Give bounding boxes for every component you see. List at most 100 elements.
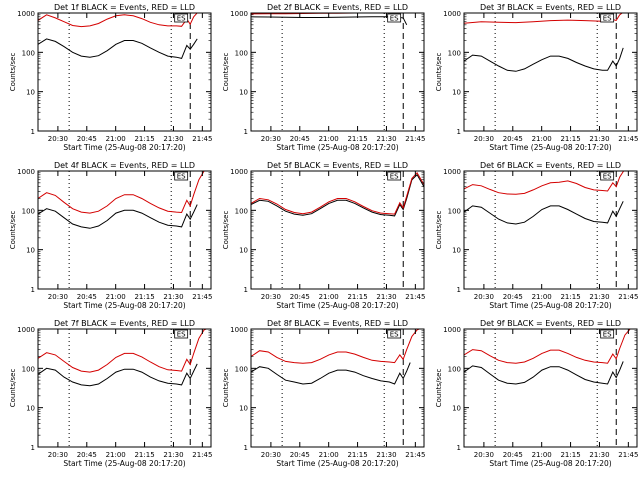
y-axis-label: Counts/sec — [435, 53, 443, 92]
series-line-events — [38, 204, 198, 229]
legend-badge-box — [174, 13, 189, 23]
y-axis-label: Counts/sec — [435, 369, 443, 408]
y-tick-label: 1 — [457, 444, 461, 452]
x-tick-label: 20:45 — [290, 293, 310, 301]
x-tick-label: 21:00 — [106, 451, 126, 459]
chart-title: Det 8f BLACK = Events, RED = LLD — [267, 319, 408, 328]
y-tick-label: 100 — [22, 49, 35, 57]
x-tick-label: 21:15 — [347, 293, 367, 301]
x-axis-label: Start Time (25-Aug-08 20:17:20) — [489, 301, 611, 310]
y-axis-label: Counts/sec — [9, 211, 17, 250]
legend-badge-box — [387, 329, 402, 339]
x-axis-label: Start Time (25-Aug-08 20:17:20) — [63, 301, 185, 310]
series-line-lld — [38, 329, 208, 373]
y-tick-label: 1 — [244, 128, 248, 136]
x-axis-label: Start Time (25-Aug-08 20:17:20) — [489, 459, 611, 468]
y-tick-label: 1 — [31, 128, 35, 136]
x-tick-label: 20:45 — [290, 135, 310, 143]
series-line-lld — [251, 13, 400, 15]
x-tick-label: 20:45 — [77, 451, 97, 459]
x-tick-label: 21:45 — [192, 451, 212, 459]
plot-frame — [37, 328, 212, 448]
chart-panel-3: Det 3f BLACK = Events, RED = LLD 1 10 100 10… — [435, 3, 638, 152]
x-tick-label: 20:30 — [48, 293, 68, 301]
x-tick-label: 20:45 — [77, 135, 97, 143]
legend-badge-box — [600, 329, 615, 339]
x-tick-label: 21:15 — [134, 293, 154, 301]
y-tick-label: 1000 — [443, 168, 461, 176]
y-tick-label: 1 — [244, 444, 248, 452]
chart-title: Det 3f BLACK = Events, RED = LLD — [480, 3, 621, 12]
y-tick-label: 10 — [26, 405, 35, 413]
x-tick-label: 21:45 — [618, 135, 638, 143]
legend-badge: ES — [177, 331, 186, 339]
x-tick-label: 21:00 — [319, 451, 339, 459]
x-tick-label: 21:30 — [589, 451, 609, 459]
x-tick-label: 20:45 — [503, 451, 523, 459]
legend-badge-box — [387, 13, 402, 23]
y-tick-label: 100 — [22, 207, 35, 215]
chart-panel-9: Det 9f BLACK = Events, RED = LLD 1 10 100 10… — [435, 319, 638, 468]
x-tick-label: 21:30 — [376, 451, 396, 459]
y-tick-label: 1 — [244, 286, 248, 294]
x-tick-label: 21:30 — [589, 135, 609, 143]
legend-badge: ES — [390, 173, 399, 181]
y-tick-label: 100 — [22, 365, 35, 373]
y-axis-label: Counts/sec — [9, 369, 17, 408]
chart-panel-2: Det 2f BLACK = Events, RED = LLD 1 10 100 10… — [222, 3, 425, 152]
y-tick-label: 1 — [31, 286, 35, 294]
plot-frame — [37, 170, 212, 290]
x-tick-label: 21:45 — [405, 293, 425, 301]
y-tick-label: 1000 — [230, 10, 248, 18]
x-tick-label: 20:45 — [503, 293, 523, 301]
x-tick-label: 20:30 — [48, 451, 68, 459]
legend-badge: ES — [390, 15, 399, 23]
x-axis-label: Start Time (25-Aug-08 20:17:20) — [63, 459, 185, 468]
x-tick-label: 21:15 — [134, 135, 154, 143]
legend-badge: ES — [603, 15, 612, 23]
x-axis-label: Start Time (25-Aug-08 20:17:20) — [276, 459, 398, 468]
series-line-events — [251, 174, 424, 217]
y-axis-label: Counts/sec — [222, 369, 230, 408]
chart-title: Det 4f BLACK = Events, RED = LLD — [54, 161, 195, 170]
y-tick-label: 100 — [235, 365, 248, 373]
y-tick-label: 100 — [448, 207, 461, 215]
x-tick-label: 20:30 — [48, 135, 68, 143]
y-tick-label: 1 — [457, 286, 461, 294]
plot-frame — [37, 12, 212, 132]
x-tick-label: 20:45 — [503, 135, 523, 143]
chart-panel-6: Det 6f BLACK = Events, RED = LLD 1 10 100 10… — [435, 161, 638, 310]
legend-badge-box — [600, 13, 615, 23]
series-line-lld — [464, 171, 625, 195]
chart-title: Det 1f BLACK = Events, RED = LLD — [54, 3, 195, 12]
y-tick-label: 1000 — [17, 326, 35, 334]
y-tick-label: 1000 — [17, 10, 35, 18]
chart-title: Det 7f BLACK = Events, RED = LLD — [54, 319, 195, 328]
y-tick-label: 100 — [235, 207, 248, 215]
chart-panel-8: Det 8f BLACK = Events, RED = LLD 1 10 100 10… — [222, 319, 425, 468]
x-tick-label: 21:00 — [532, 293, 552, 301]
y-tick-label: 10 — [26, 247, 35, 255]
y-tick-label: 10 — [239, 405, 248, 413]
chart-panel-5: Det 5f BLACK = Events, RED = LLD 1 10 100 10… — [222, 161, 425, 310]
y-tick-label: 1000 — [230, 168, 248, 176]
x-tick-label: 21:15 — [560, 451, 580, 459]
y-axis-label: Counts/sec — [435, 211, 443, 250]
y-tick-label: 100 — [448, 49, 461, 57]
series-line-events — [251, 362, 411, 385]
y-tick-label: 1000 — [230, 326, 248, 334]
x-tick-label: 21:30 — [163, 135, 183, 143]
x-tick-label: 21:15 — [134, 451, 154, 459]
y-tick-label: 1 — [31, 444, 35, 452]
y-tick-label: 1000 — [443, 326, 461, 334]
y-tick-label: 10 — [26, 89, 35, 97]
y-axis-label: Counts/sec — [222, 211, 230, 250]
plot-frame — [463, 12, 638, 132]
x-axis-label: Start Time (25-Aug-08 20:17:20) — [63, 143, 185, 152]
x-tick-label: 21:30 — [163, 293, 183, 301]
x-tick-label: 21:30 — [376, 135, 396, 143]
x-tick-label: 21:00 — [106, 293, 126, 301]
x-tick-label: 20:30 — [261, 135, 281, 143]
series-line-lld — [38, 171, 206, 214]
